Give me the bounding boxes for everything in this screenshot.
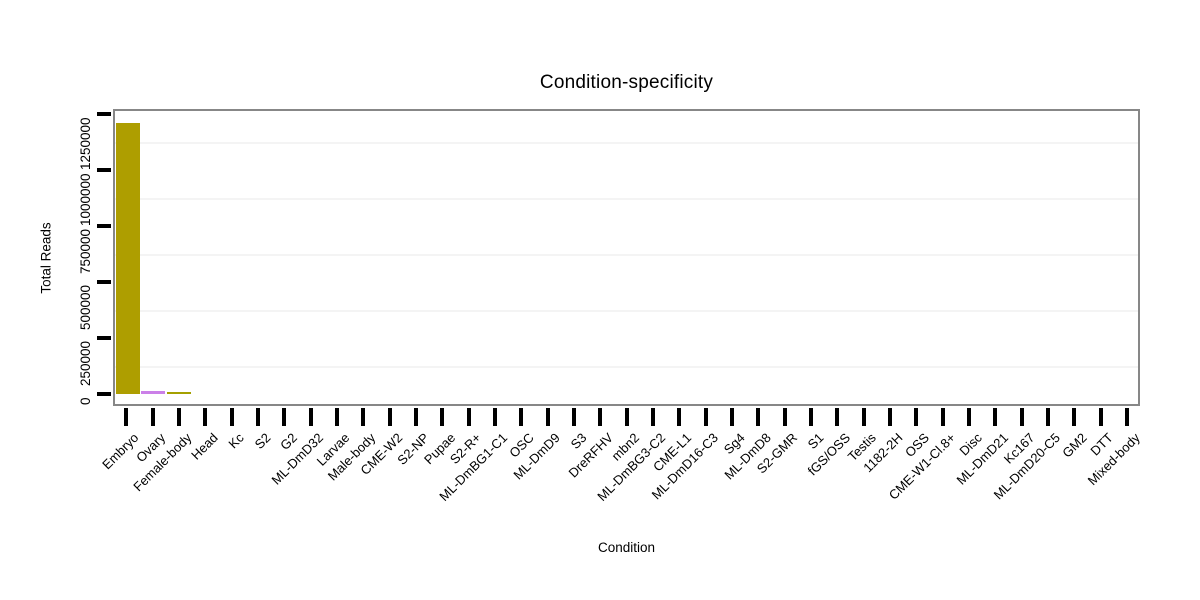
bar-embryo xyxy=(116,122,140,394)
y-tick xyxy=(97,167,111,172)
x-tick xyxy=(176,408,181,426)
x-tick xyxy=(492,408,497,426)
x-tick xyxy=(440,408,445,426)
x-tick xyxy=(1098,408,1103,426)
x-tick xyxy=(677,408,682,426)
x-tick xyxy=(1019,408,1024,426)
x-tick xyxy=(756,408,761,426)
x-tick xyxy=(650,408,655,426)
x-tick xyxy=(255,408,260,426)
chart-title: Condition-specificity xyxy=(539,72,714,93)
y-tick-label: 250000 xyxy=(78,340,93,386)
x-tick xyxy=(519,408,524,426)
minor-gridline xyxy=(115,253,1138,256)
x-tick xyxy=(729,408,734,426)
x-tick xyxy=(545,408,550,426)
x-tick xyxy=(229,408,234,426)
x-tick xyxy=(914,408,919,426)
x-axis-title: Condition xyxy=(597,540,656,555)
x-tick xyxy=(334,408,339,426)
x-tick xyxy=(1072,408,1077,426)
y-tick-label: 0 xyxy=(78,397,93,405)
x-tick xyxy=(387,408,392,426)
x-tick xyxy=(124,408,129,426)
x-tick-label: S2 xyxy=(251,430,274,452)
y-tick-label: 500000 xyxy=(78,284,93,330)
y-tick-label: 750000 xyxy=(78,228,93,274)
bar-ovary xyxy=(140,390,165,394)
minor-gridline xyxy=(115,197,1138,200)
x-tick xyxy=(282,408,287,426)
y-tick xyxy=(97,392,111,396)
x-tick xyxy=(808,408,813,426)
plot-panel xyxy=(113,109,1140,406)
y-axis-title: Total Reads xyxy=(38,222,54,294)
y-tick xyxy=(97,335,111,340)
x-tick xyxy=(1045,408,1050,426)
x-tick xyxy=(1124,408,1129,426)
x-tick xyxy=(571,408,576,426)
minor-gridline xyxy=(115,141,1138,144)
x-tick xyxy=(861,408,866,426)
x-tick xyxy=(782,408,787,426)
x-tick xyxy=(466,408,471,426)
x-tick xyxy=(966,408,971,426)
x-tick xyxy=(624,408,629,426)
x-tick xyxy=(150,408,155,426)
x-tick xyxy=(203,408,208,426)
x-tick xyxy=(940,408,945,426)
bar-female-body xyxy=(166,392,191,394)
minor-gridline xyxy=(115,309,1138,312)
x-tick-label: Head xyxy=(188,430,221,463)
minor-gridline xyxy=(115,365,1138,368)
y-tick-label: 1000000 xyxy=(78,173,93,226)
x-tick xyxy=(703,408,708,426)
x-tick xyxy=(308,408,313,426)
x-tick xyxy=(835,408,840,426)
y-tick xyxy=(97,279,111,284)
x-tick-label: GM2 xyxy=(1059,430,1090,461)
x-tick xyxy=(993,408,998,426)
x-tick xyxy=(413,408,418,426)
y-tick xyxy=(97,223,111,228)
y-tick xyxy=(97,111,111,116)
x-tick xyxy=(887,408,892,426)
y-tick-label: 1250000 xyxy=(78,116,93,170)
x-tick xyxy=(598,408,603,426)
x-tick-label: Kc xyxy=(225,430,248,452)
x-tick xyxy=(361,408,366,426)
